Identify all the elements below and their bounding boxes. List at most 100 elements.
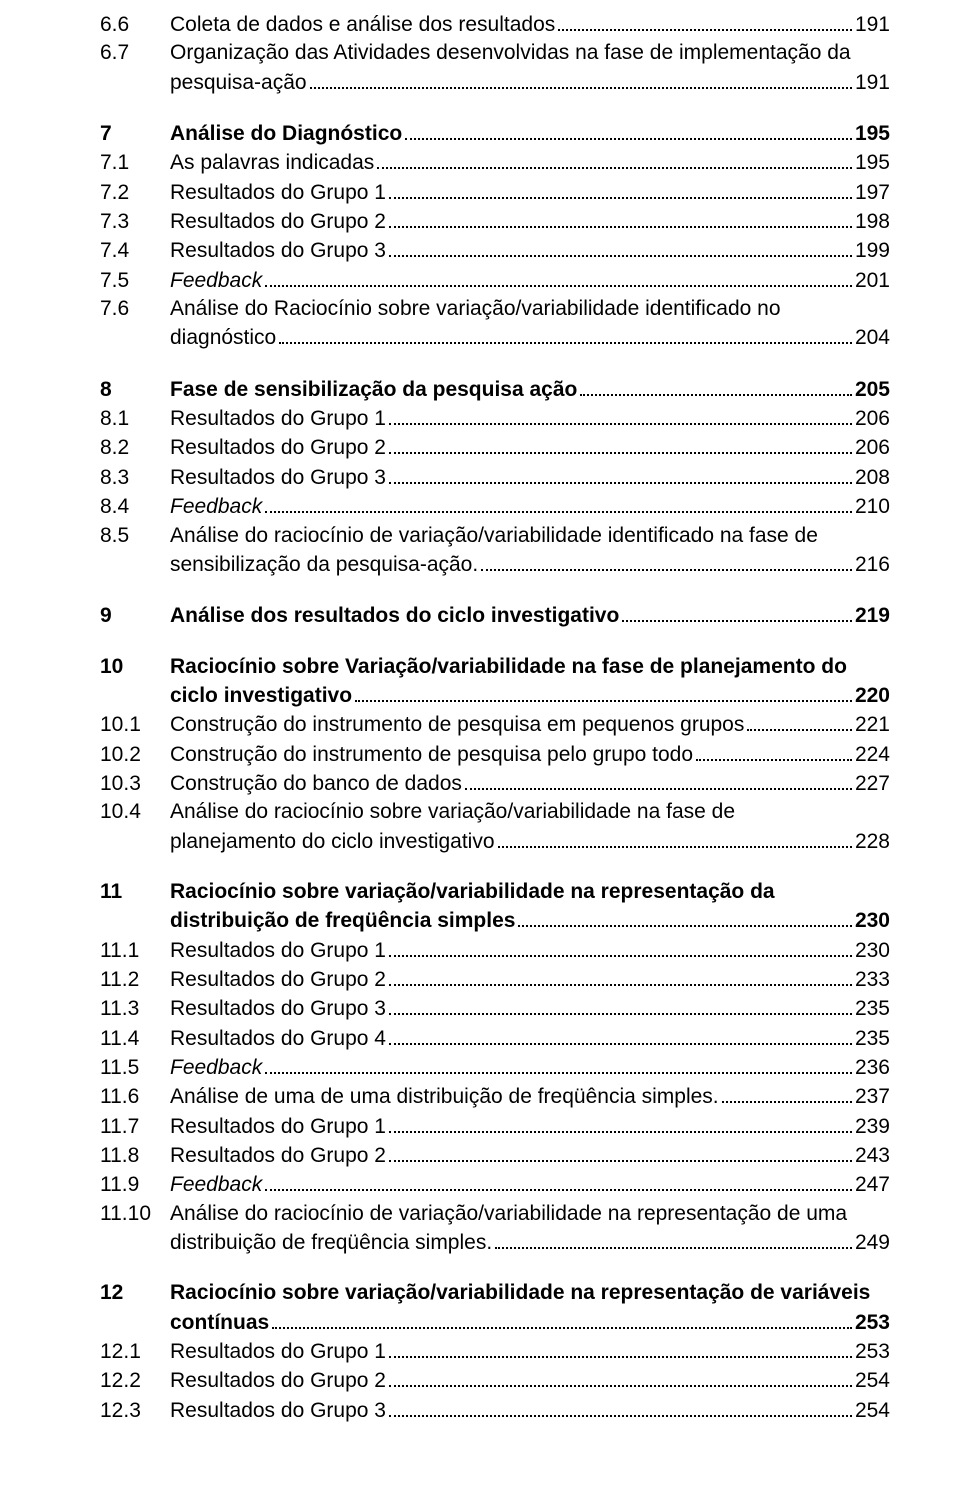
toc-page: 195 (855, 120, 890, 148)
toc-label: Resultados do Grupo 2 (170, 966, 386, 994)
toc-entry: 8.5Análise do raciocínio de variação/var… (100, 522, 890, 550)
toc-entry: 6.7Organização das Atividades desenvolvi… (100, 39, 890, 67)
toc-dots (389, 965, 852, 986)
toc-number: 8.5 (100, 522, 170, 550)
toc-number: 8.1 (100, 405, 170, 433)
toc-number: 11.6 (100, 1083, 170, 1111)
toc-label: Fase de sensibilização da pesquisa ação (170, 376, 577, 404)
toc-dots (389, 207, 852, 228)
toc-text: Resultados do Grupo 4235 (170, 1024, 890, 1053)
toc-entry: 11.3Resultados do Grupo 3235 (100, 994, 890, 1023)
toc-entry: 10.1Construção do instrumento de pesquis… (100, 710, 890, 739)
toc-page: 227 (855, 770, 890, 798)
toc-dots (272, 1308, 852, 1329)
table-of-contents: 6.6Coleta de dados e análise dos resulta… (100, 10, 890, 1425)
toc-entry: 10.4Análise do raciocínio sobre variação… (100, 798, 890, 826)
toc-number: 6.6 (100, 11, 170, 39)
toc-text: Análise dos resultados do ciclo investig… (170, 601, 890, 630)
toc-dots (265, 1053, 852, 1074)
toc-text: Raciocínio sobre variação/variabilidade … (170, 1279, 890, 1307)
toc-page: 201 (855, 267, 890, 295)
toc-page: 191 (855, 69, 890, 97)
toc-number: 7.2 (100, 179, 170, 207)
toc-label: Resultados do Grupo 1 (170, 405, 386, 433)
toc-number: 8.4 (100, 493, 170, 521)
toc-dots (389, 1337, 852, 1358)
toc-page: 197 (855, 179, 890, 207)
toc-number: 12.3 (100, 1397, 170, 1425)
toc-dots (310, 68, 852, 89)
toc-dots (465, 769, 852, 790)
toc-page: 253 (855, 1309, 890, 1337)
toc-text: Construção do instrumento de pesquisa pe… (170, 740, 890, 769)
toc-number: 11.5 (100, 1054, 170, 1082)
toc-text: Análise do Diagnóstico 195 (170, 119, 890, 148)
toc-dots (389, 1024, 852, 1045)
toc-label: Construção do instrumento de pesquisa em… (170, 711, 744, 739)
toc-number: 11.2 (100, 966, 170, 994)
toc-label: Resultados do Grupo 1 (170, 1113, 386, 1141)
toc-number: 8.3 (100, 464, 170, 492)
toc-page: 204 (855, 324, 890, 352)
toc-number: 11.1 (100, 937, 170, 965)
toc-label: Resultados do Grupo 2 (170, 1142, 386, 1170)
toc-label: Feedback (170, 1171, 262, 1199)
toc-text: Resultados do Grupo 2254 (170, 1366, 890, 1395)
toc-label: ciclo investigativo (170, 682, 352, 710)
toc-label: Análise do Diagnóstico (170, 120, 402, 148)
toc-label: Raciocínio sobre variação/variabilidade … (170, 1279, 870, 1307)
toc-entry: 10Raciocínio sobre Variação/variabilidad… (100, 653, 890, 681)
toc-entry: 7.2Resultados do Grupo 1197 (100, 178, 890, 207)
toc-dots (265, 266, 852, 287)
toc-number: 11.9 (100, 1171, 170, 1199)
toc-number: 9 (100, 602, 170, 630)
toc-text: Resultados do Grupo 1230 (170, 936, 890, 965)
toc-dots (722, 1082, 852, 1103)
toc-label: Construção do banco de dados (170, 770, 462, 798)
toc-dots (279, 323, 852, 344)
toc-text: Resultados do Grupo 2233 (170, 965, 890, 994)
toc-label: Resultados do Grupo 3 (170, 1397, 386, 1425)
toc-page: 235 (855, 995, 890, 1023)
toc-page: 195 (855, 149, 890, 177)
toc-text: Análise do raciocínio de variação/variab… (170, 522, 890, 550)
toc-label: Resultados do Grupo 1 (170, 937, 386, 965)
toc-text: As palavras indicadas195 (170, 148, 890, 177)
toc-number: 7.1 (100, 149, 170, 177)
toc-page: 198 (855, 208, 890, 236)
toc-label: Feedback (170, 493, 262, 521)
toc-label: Análise de uma de uma distribuição de fr… (170, 1083, 719, 1111)
toc-number: 7.5 (100, 267, 170, 295)
toc-label: Resultados do Grupo 2 (170, 208, 386, 236)
toc-text: Resultados do Grupo 1206 (170, 404, 890, 433)
toc-page: 205 (855, 376, 890, 404)
toc-entry: 12.2Resultados do Grupo 2254 (100, 1366, 890, 1395)
toc-entry: 11.7Resultados do Grupo 1239 (100, 1112, 890, 1141)
toc-text: Análise do raciocínio sobre variação/var… (170, 798, 890, 826)
toc-page: 224 (855, 741, 890, 769)
toc-entry: 9Análise dos resultados do ciclo investi… (100, 601, 890, 630)
toc-page: 243 (855, 1142, 890, 1170)
toc-page: 208 (855, 464, 890, 492)
toc-entry: 7.5Feedback201 (100, 266, 890, 295)
toc-text: Resultados do Grupo 3208 (170, 463, 890, 492)
toc-text: Feedback247 (170, 1170, 890, 1199)
toc-label: pesquisa-ação (170, 69, 307, 97)
toc-label: contínuas (170, 1309, 269, 1337)
toc-page: 210 (855, 493, 890, 521)
toc-label: Organização das Atividades desenvolvidas… (170, 39, 851, 67)
toc-number: 11.8 (100, 1142, 170, 1170)
toc-dots (389, 994, 852, 1015)
toc-entry: 8Fase de sensibilização da pesquisa ação… (100, 375, 890, 404)
toc-text: Feedback236 (170, 1053, 890, 1082)
toc-text: Resultados do Grupo 1239 (170, 1112, 890, 1141)
toc-dots (389, 236, 852, 257)
toc-number: 11.7 (100, 1113, 170, 1141)
toc-label: diagnóstico (170, 324, 276, 352)
toc-text: Resultados do Grupo 1197 (170, 178, 890, 207)
toc-number: 8.2 (100, 434, 170, 462)
toc-dots (580, 375, 852, 396)
toc-text: Resultados do Grupo 2206 (170, 433, 890, 462)
toc-page: 219 (855, 602, 890, 630)
toc-entry: 6.6Coleta de dados e análise dos resulta… (100, 10, 890, 39)
